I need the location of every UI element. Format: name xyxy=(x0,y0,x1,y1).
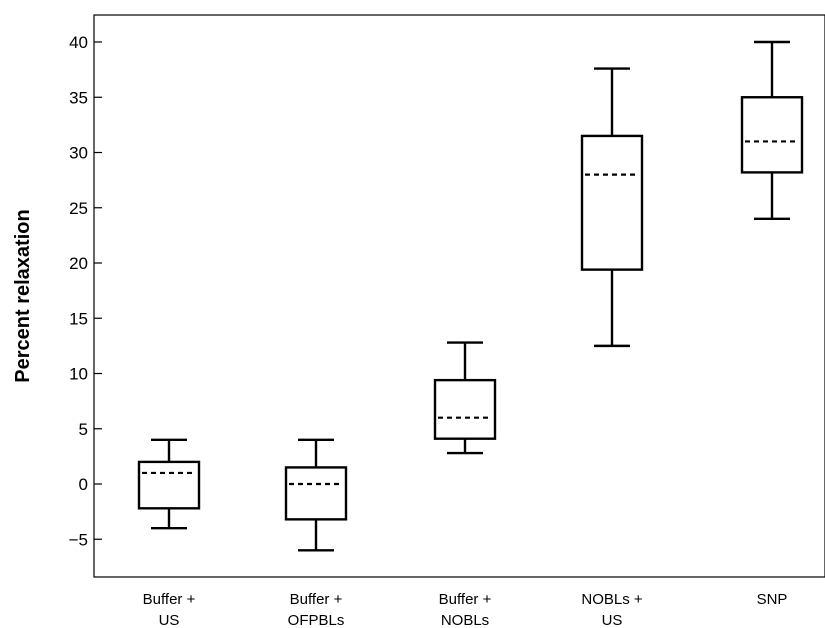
y-tick-label: 10 xyxy=(69,365,88,384)
x-category-label: SNP xyxy=(757,591,788,608)
x-category-label: NOBLs + US xyxy=(581,591,643,628)
y-tick-label: 20 xyxy=(69,254,88,273)
y-tick-label: 40 xyxy=(69,33,88,52)
y-axis-title: Percent relaxation xyxy=(12,209,34,382)
y-tick-label: 35 xyxy=(69,88,88,107)
y-tick-label: 0 xyxy=(79,475,88,494)
interquartile-box xyxy=(284,466,348,521)
interquartile-box xyxy=(433,378,497,440)
x-category-label: Buffer + NOBLs xyxy=(439,591,492,628)
box-plot-item xyxy=(740,40,804,221)
x-category-label: Buffer + OFPBLs xyxy=(288,591,345,628)
y-axis: −5 0 5 10 15 20 25 30 35 40 xyxy=(69,33,102,549)
x-axis-labels: Buffer + US Buffer + OFPBLs Buffer + NOBLs NOB… xyxy=(143,591,788,628)
y-tick-label: 5 xyxy=(79,420,88,439)
x-category-label: Buffer + US xyxy=(143,591,196,628)
box-plot-item xyxy=(284,438,348,552)
y-tick-label: 25 xyxy=(69,199,88,218)
box-series xyxy=(137,40,804,552)
box-plot-item xyxy=(137,438,201,530)
interquartile-box xyxy=(137,460,201,510)
y-tick-label: 15 xyxy=(69,309,88,328)
box-plot-item xyxy=(580,67,644,348)
interquartile-box xyxy=(580,134,644,271)
box-plot-item xyxy=(433,341,497,455)
y-tick-label: −5 xyxy=(69,530,88,549)
y-tick-label: 30 xyxy=(69,144,88,163)
plot-frame xyxy=(93,14,825,578)
interquartile-box xyxy=(740,96,804,174)
